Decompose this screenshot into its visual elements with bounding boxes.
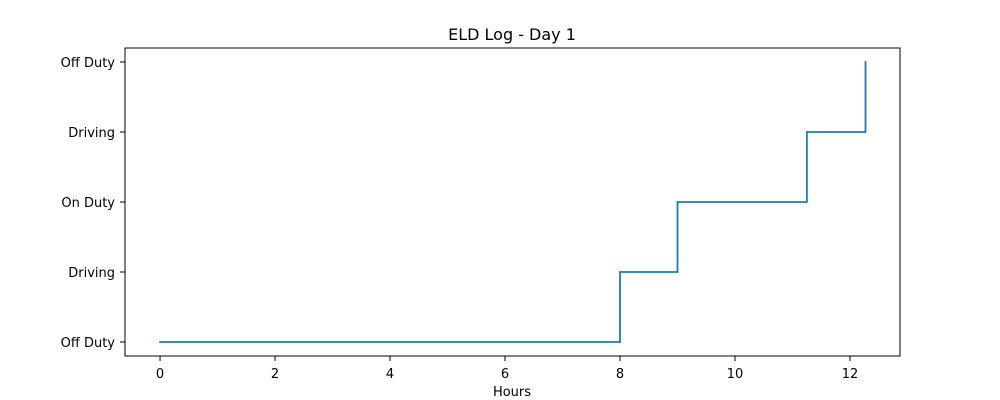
x-tick-label: 0 (156, 367, 164, 382)
series-line-0 (159, 61, 867, 343)
x-axis-label: Hours (493, 385, 531, 400)
x-tick-label: 12 (842, 367, 859, 382)
plot-area: 0 2 4 6 8 10 12 Off Duty Driving On Duty Driving Of… (61, 47, 901, 382)
y-tick-label: Driving (68, 126, 115, 141)
y-tick-label: Off Duty (61, 56, 116, 71)
x-tick-label: 8 (616, 367, 624, 382)
chart-title: ELD Log - Day 1 (448, 25, 576, 44)
y-tick-label: Off Duty (61, 336, 116, 351)
y-tick-label: On Duty (61, 196, 115, 211)
x-tick-label: 6 (501, 367, 509, 382)
x-tick-label: 4 (386, 367, 394, 382)
x-tick-label: 2 (271, 367, 279, 382)
y-tick-label: Driving (68, 266, 115, 281)
x-tick-label: 10 (727, 367, 744, 382)
